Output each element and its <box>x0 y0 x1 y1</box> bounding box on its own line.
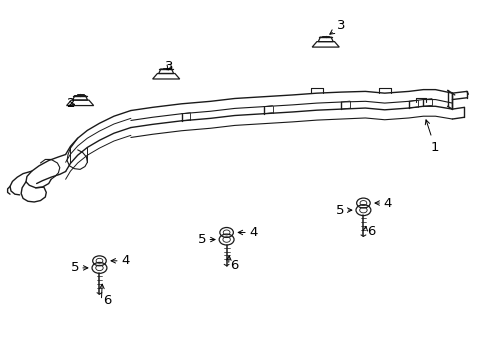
Text: 6: 6 <box>229 258 238 271</box>
Text: 1: 1 <box>425 120 438 153</box>
Text: 3: 3 <box>164 60 173 73</box>
Text: 6: 6 <box>102 294 111 307</box>
Text: 5: 5 <box>70 261 79 274</box>
Text: 6: 6 <box>366 225 374 238</box>
Text: 5: 5 <box>335 204 344 217</box>
Text: 4: 4 <box>383 197 391 210</box>
Text: 2: 2 <box>67 97 76 110</box>
Text: 4: 4 <box>249 226 257 239</box>
Text: 5: 5 <box>197 233 205 246</box>
Text: 4: 4 <box>121 254 129 267</box>
Text: 3: 3 <box>329 19 345 34</box>
